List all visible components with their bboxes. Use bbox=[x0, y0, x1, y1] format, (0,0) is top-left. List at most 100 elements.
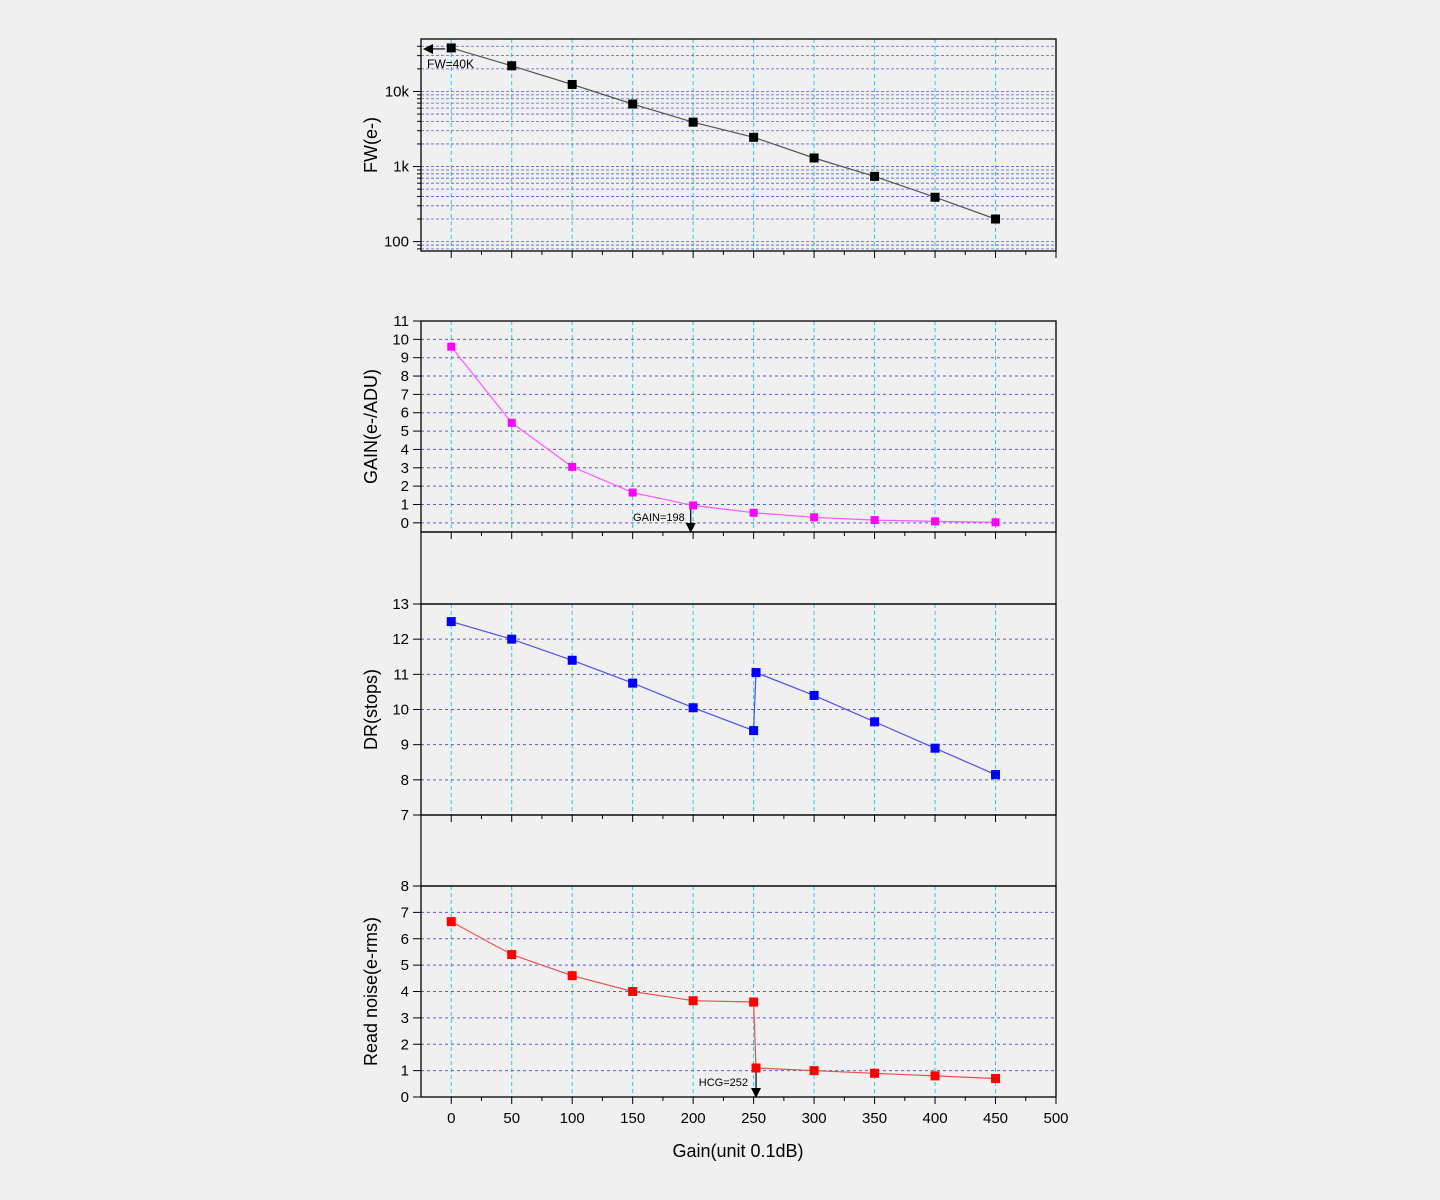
panel-1-data-point bbox=[809, 153, 819, 163]
panel-3-data-point bbox=[507, 634, 517, 644]
x-tick-label: 450 bbox=[983, 1110, 1008, 1127]
labels-layer: 1001k10kFW(e-)01234567891011GAIN(e-/ADU)… bbox=[361, 57, 1069, 1127]
fw-annotation-arrowhead bbox=[423, 43, 433, 54]
panel-2-data-point bbox=[689, 501, 698, 510]
frames-layer bbox=[420, 38, 1057, 1098]
panel-4-data-point bbox=[688, 996, 698, 1006]
panel-3-y-tick-label: 12 bbox=[392, 631, 409, 648]
panel-2-data-point bbox=[447, 342, 456, 351]
x-tick-label: 100 bbox=[560, 1110, 585, 1127]
panel-4-data-point bbox=[809, 1066, 819, 1076]
panel-4-data-point bbox=[507, 950, 517, 960]
panel-4-y-tick-label: 7 bbox=[401, 904, 409, 921]
panel-2-y-tick-label: 2 bbox=[401, 478, 409, 495]
panel-4-data-point bbox=[751, 1063, 761, 1073]
panel-4-y-tick-label: 8 bbox=[401, 878, 409, 895]
panel-3-data-point bbox=[870, 717, 880, 727]
panel-4-data-point bbox=[567, 971, 577, 981]
panel-1-data-point bbox=[628, 99, 638, 109]
panel-4-data-point bbox=[930, 1071, 940, 1081]
x-tick-label: 400 bbox=[923, 1110, 948, 1127]
panel-3-y-tick-label: 13 bbox=[392, 596, 409, 613]
panel-2-data-point bbox=[931, 517, 940, 526]
panel-2-y-tick-label: 5 bbox=[401, 423, 409, 440]
panel-2-y-tick-label: 11 bbox=[393, 313, 409, 330]
panel-3-data-point bbox=[751, 668, 761, 678]
x-tick-label: 50 bbox=[503, 1110, 520, 1127]
panel-3-data-point bbox=[567, 655, 577, 665]
panel-1-y-axis-title: FW(e-) bbox=[361, 117, 381, 173]
panel-4-y-tick-label: 0 bbox=[401, 1089, 409, 1106]
panel-1-data-point bbox=[507, 61, 517, 71]
panel-3-data-point bbox=[446, 617, 456, 627]
panel-1-data-point bbox=[991, 214, 1001, 224]
x-tick-label: 200 bbox=[681, 1110, 706, 1127]
grid-layer bbox=[421, 39, 1056, 1097]
panel-2-y-tick-label: 3 bbox=[401, 460, 409, 477]
panel-1-data-point bbox=[749, 132, 759, 142]
panel-1-y-tick-label: 100 bbox=[384, 234, 409, 251]
panel-2-y-axis-title: GAIN(e-/ADU) bbox=[361, 369, 381, 484]
panel-4-data-point bbox=[991, 1074, 1001, 1084]
panel-3-data-point bbox=[930, 743, 940, 753]
panel-1-data-point bbox=[688, 117, 698, 127]
panel-2-data-point bbox=[749, 508, 758, 517]
x-tick-label: 250 bbox=[741, 1110, 766, 1127]
panel-2-data-point bbox=[870, 516, 879, 525]
x-tick-label: 500 bbox=[1043, 1110, 1068, 1127]
panel-3-y-tick-label: 8 bbox=[401, 772, 409, 789]
panel-4-data-point bbox=[628, 987, 638, 996]
panel-3-y-tick-label: 10 bbox=[392, 702, 409, 719]
panel-4-data-point bbox=[446, 917, 456, 927]
markers-layer bbox=[446, 43, 1001, 1084]
panel-2-data-point bbox=[810, 513, 819, 522]
panel-3-y-tick-label: 11 bbox=[393, 666, 409, 683]
panel-2-y-tick-label: 10 bbox=[392, 331, 409, 348]
panel-2-data-point bbox=[991, 518, 1000, 527]
panel-4-background bbox=[421, 886, 1056, 1097]
panel-4-y-tick-label: 4 bbox=[401, 984, 409, 1001]
panel-2-y-tick-label: 6 bbox=[401, 405, 409, 422]
hcg-annotation-arrowhead bbox=[751, 1088, 762, 1098]
x-axis-title: Gain(unit 0.1dB) bbox=[672, 1141, 803, 1161]
panel-2-data-point bbox=[568, 462, 577, 471]
panel-1-data-point bbox=[567, 79, 577, 89]
panel-3-data-point bbox=[991, 770, 1001, 780]
panel-3-data-point bbox=[749, 726, 759, 736]
panel-2-data-point bbox=[628, 488, 637, 497]
panel-4-y-tick-label: 1 bbox=[401, 1063, 409, 1080]
panel-3-y-axis-title: DR(stops) bbox=[361, 669, 381, 750]
panel-2-y-tick-label: 1 bbox=[401, 496, 409, 513]
panel-3-data-point bbox=[809, 690, 819, 700]
panel-gap-1 bbox=[420, 531, 1057, 605]
fw-annotation-label: FW=40K bbox=[427, 57, 474, 71]
x-tick-label: 350 bbox=[862, 1110, 887, 1127]
panel-1-series-line bbox=[451, 47, 996, 220]
panel-3-y-tick-label: 9 bbox=[401, 737, 409, 754]
panel-4-y-tick-label: 2 bbox=[401, 1036, 409, 1053]
panel-1-data-point bbox=[446, 43, 456, 53]
panel-2-y-tick-label: 8 bbox=[401, 368, 409, 385]
panel-2-y-tick-label: 7 bbox=[401, 386, 409, 403]
panel-3-data-point bbox=[628, 678, 638, 688]
panel-4-data-point bbox=[749, 997, 759, 1007]
panel-4-y-axis-title: Read noise(e-rms) bbox=[361, 917, 381, 1066]
panel-4-y-tick-label: 5 bbox=[401, 957, 409, 974]
panel-3-y-tick-label: 7 bbox=[401, 807, 409, 824]
panel-2-y-tick-label: 0 bbox=[401, 515, 409, 532]
ticks-layer bbox=[413, 43, 1057, 1104]
panel-1-data-point bbox=[930, 192, 940, 202]
panel-1-data-point bbox=[870, 171, 880, 181]
gain-annotation-arrowhead bbox=[685, 523, 696, 533]
panel-2-y-tick-label: 4 bbox=[401, 441, 409, 458]
panel-2-background bbox=[421, 321, 1056, 532]
panel-1-y-tick-label: 1k bbox=[393, 159, 409, 176]
panel-1-frame bbox=[420, 38, 1057, 252]
x-tick-label: 300 bbox=[802, 1110, 827, 1127]
hcg-annotation-label: HCG=252 bbox=[699, 1077, 748, 1089]
panel-gap-2 bbox=[420, 814, 1057, 887]
panel-4-y-tick-label: 6 bbox=[401, 931, 409, 948]
panel-2-data-point bbox=[507, 418, 516, 427]
panel-4-data-point bbox=[870, 1068, 880, 1078]
